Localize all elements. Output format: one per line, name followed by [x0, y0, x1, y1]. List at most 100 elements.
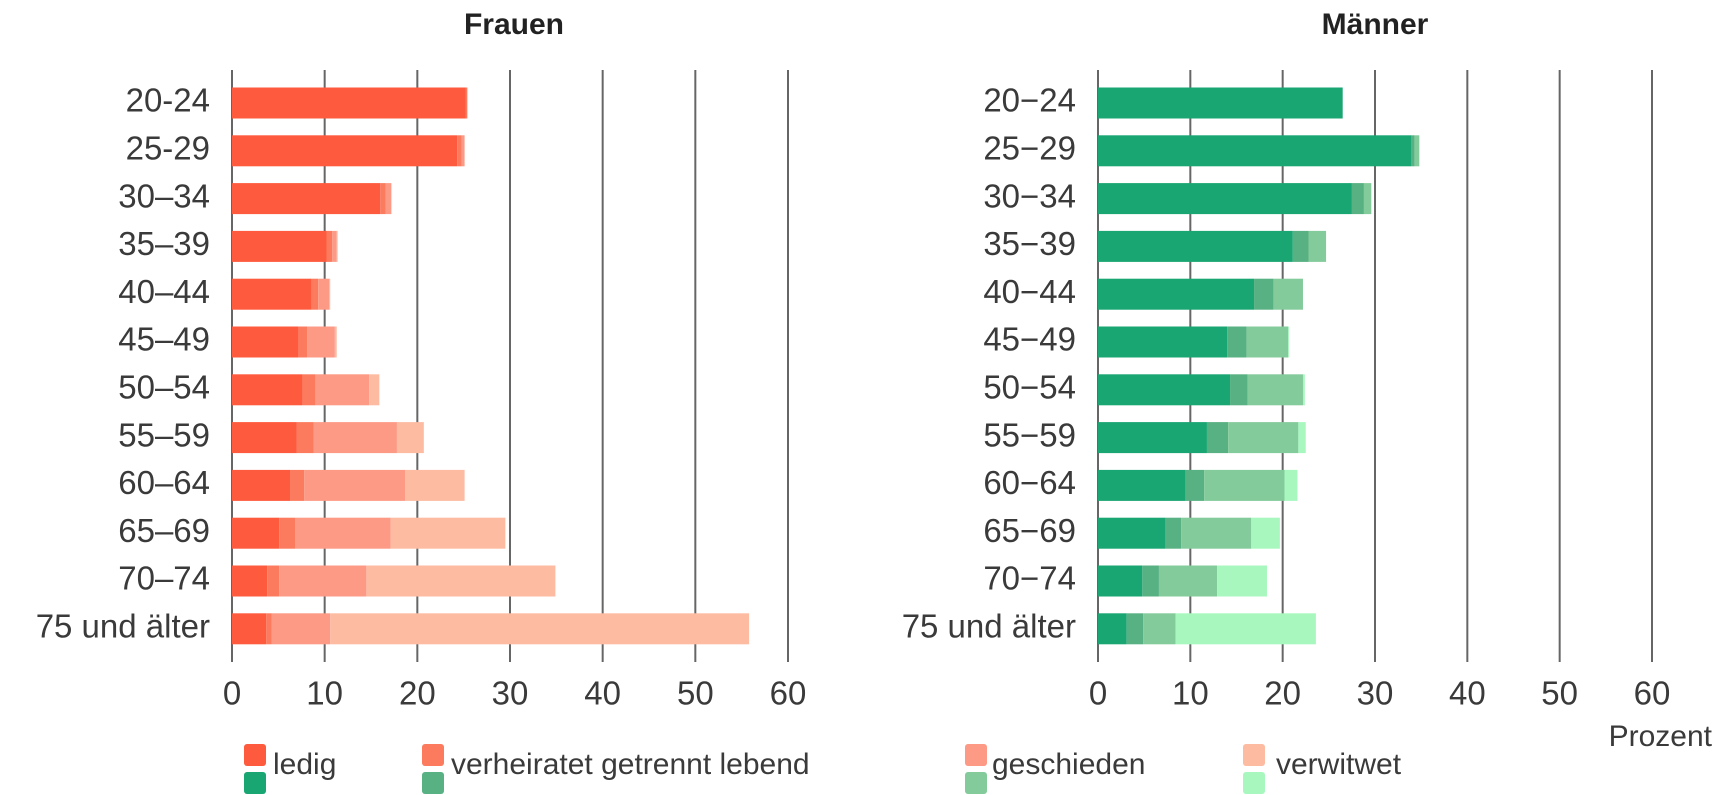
- bar-segment: [336, 230, 338, 262]
- bar-segment: [1204, 469, 1285, 501]
- bar-segment: [1254, 278, 1274, 310]
- bar-segment: [1363, 183, 1372, 215]
- bar-segment: [1206, 422, 1229, 454]
- y-tick-label: 55−59: [983, 416, 1076, 453]
- legend-swatch: [422, 744, 444, 766]
- y-tick-label: 75 und älter: [902, 608, 1076, 645]
- bar-segment: [1098, 613, 1127, 645]
- bar-segment: [315, 374, 370, 406]
- x-tick-label: 40: [584, 675, 621, 712]
- bar-segment: [232, 326, 299, 358]
- bar-segment: [232, 613, 267, 645]
- bar-segment: [1098, 422, 1207, 454]
- bar-segment: [1302, 374, 1305, 406]
- y-tick-label: 50–54: [118, 369, 210, 406]
- legend-label: verheiratet getrennt lebend: [451, 748, 810, 781]
- bar-segment: [461, 135, 465, 167]
- y-tick-label: 30−34: [983, 177, 1076, 214]
- legend-swatch: [965, 772, 987, 794]
- bar-segment: [1158, 565, 1218, 597]
- y-tick-label: 45–49: [118, 321, 210, 358]
- bar-segment: [232, 135, 458, 167]
- bar-segment: [405, 469, 465, 501]
- bar-segment: [302, 374, 316, 406]
- x-tick-label: 30: [1357, 675, 1394, 712]
- y-tick-label: 20−24: [983, 82, 1076, 119]
- bar-segment: [1126, 613, 1144, 645]
- bar-segment: [1251, 517, 1280, 549]
- bar-segment: [290, 469, 305, 501]
- bar-segment: [1098, 87, 1343, 119]
- bar-segment: [298, 326, 308, 358]
- bar-segment: [279, 517, 296, 549]
- bar-segment: [307, 326, 335, 358]
- legend-label: geschieden: [992, 748, 1145, 781]
- bar-segment: [1165, 517, 1182, 549]
- y-tick-label: 25-29: [126, 130, 210, 167]
- bar-segment: [1273, 278, 1303, 310]
- legend-swatch: [244, 744, 266, 766]
- y-tick-label: 45−49: [983, 321, 1076, 358]
- legend-swatch: [422, 772, 444, 794]
- bar-segment: [1098, 374, 1231, 406]
- bar-segment: [369, 374, 380, 406]
- bar-segment: [326, 230, 333, 262]
- bar-segment: [1288, 326, 1290, 358]
- x-tick-label: 50: [677, 675, 714, 712]
- bar-segment: [1098, 183, 1352, 215]
- bar-segment: [295, 517, 391, 549]
- bar-segment: [267, 565, 280, 597]
- y-tick-label: 25−29: [983, 130, 1076, 167]
- bar-segment: [1351, 183, 1364, 215]
- y-tick-label: 70−74: [983, 560, 1076, 597]
- bar-segment: [1098, 517, 1166, 549]
- legend-label: verwitwet: [1276, 748, 1402, 781]
- bar-segment: [271, 613, 331, 645]
- bar-segment: [1143, 613, 1176, 645]
- x-axis-label: Prozent: [1609, 720, 1713, 753]
- x-tick-label: 20: [399, 675, 436, 712]
- bar-segment: [232, 278, 312, 310]
- bar-segment: [1098, 326, 1228, 358]
- bar-segment: [329, 278, 331, 310]
- bar-segment: [1411, 135, 1415, 167]
- legend-swatch: [965, 744, 987, 766]
- bar-segment: [1098, 230, 1293, 262]
- legend-swatch: [1243, 772, 1265, 794]
- legend-swatch: [1243, 744, 1265, 766]
- bar-segment: [380, 183, 386, 215]
- bar-segment: [330, 613, 750, 645]
- y-tick-label: 40–44: [118, 273, 210, 310]
- bar-segment: [1098, 135, 1412, 167]
- bar-segment: [1098, 278, 1255, 310]
- y-tick-label: 70–74: [118, 560, 210, 597]
- bar-segment: [232, 87, 466, 119]
- bar-segment: [1217, 565, 1267, 597]
- legend-swatch: [244, 772, 266, 794]
- y-tick-label: 50−54: [983, 369, 1076, 406]
- bar-segment: [1414, 135, 1420, 167]
- bar-segment: [266, 613, 272, 645]
- bar-segment: [279, 565, 367, 597]
- bar-segment: [232, 230, 327, 262]
- bar-segment: [232, 422, 297, 454]
- bar-segment: [232, 469, 291, 501]
- x-tick-label: 0: [223, 675, 241, 712]
- bar-segment: [396, 422, 424, 454]
- y-tick-label: 20-24: [126, 82, 210, 119]
- y-tick-label: 60−64: [983, 464, 1076, 501]
- bar-segment: [1230, 374, 1248, 406]
- bar-segment: [390, 517, 506, 549]
- y-tick-label: 75 und älter: [36, 608, 210, 645]
- y-tick-label: 35−39: [983, 225, 1076, 262]
- chart-title: Männer: [1322, 8, 1429, 41]
- bar-segment: [1142, 565, 1159, 597]
- bar-segment: [1298, 422, 1306, 454]
- x-tick-label: 0: [1089, 675, 1107, 712]
- bar-segment: [313, 422, 397, 454]
- x-tick-label: 10: [306, 675, 343, 712]
- bar-segment: [232, 374, 303, 406]
- bar-segment: [1185, 469, 1205, 501]
- bar-segment: [332, 230, 337, 262]
